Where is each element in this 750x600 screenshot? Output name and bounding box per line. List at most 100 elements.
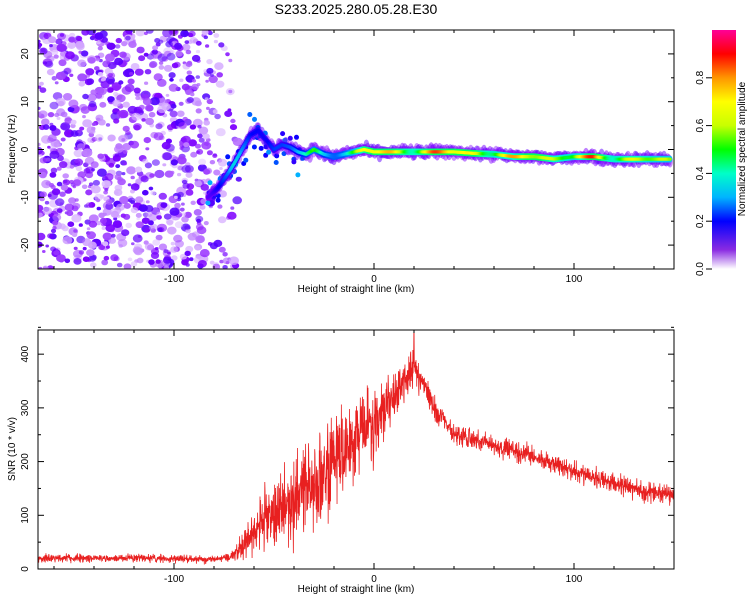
noise-cell [158, 65, 165, 70]
noise-cell [107, 134, 116, 142]
noise-cell [149, 62, 157, 69]
noise-cell [55, 198, 65, 207]
spectrogram-x-tick-label: 100 [566, 274, 583, 285]
noise-cell [170, 103, 177, 109]
ridge-scatter-cell [291, 159, 297, 165]
noise-cell [182, 182, 190, 189]
noise-cell [38, 106, 41, 110]
noise-cell [155, 259, 161, 264]
noise-cell [143, 137, 151, 144]
noise-cell [213, 33, 220, 38]
noise-cell [73, 258, 82, 265]
noise-cell [125, 130, 131, 136]
noise-cell [63, 67, 72, 75]
noise-cell [56, 108, 66, 117]
noise-cell [144, 69, 152, 75]
noise-cell [142, 158, 149, 164]
noise-cell [151, 55, 157, 60]
noise-cell [163, 249, 169, 254]
noise-cell [195, 235, 205, 244]
noise-cell [144, 227, 151, 233]
noise-cell [80, 106, 90, 114]
noise-cell [145, 30, 154, 34]
noise-cell [70, 123, 76, 129]
noise-cell [119, 51, 127, 58]
noise-cell [102, 241, 109, 247]
noise-cell [114, 221, 120, 226]
noise-cell [141, 217, 150, 224]
noise-cell [81, 30, 90, 36]
noise-cell [86, 227, 91, 231]
noise-cell [122, 69, 133, 78]
colorbar-tick-label: 0.2 [695, 214, 706, 228]
ridge-scatter-cell [273, 160, 279, 165]
noise-cell [90, 262, 97, 268]
noise-cell [212, 109, 219, 114]
noise-cell [58, 59, 67, 67]
noise-cell [163, 64, 173, 72]
ridge-scatter-cell [247, 112, 253, 117]
noise-cell [146, 211, 153, 217]
noise-cell [193, 209, 202, 216]
noise-cell [177, 172, 182, 177]
noise-cell [83, 168, 91, 174]
noise-cell [167, 251, 171, 255]
noise-cell [113, 188, 123, 196]
noise-cell [181, 259, 189, 266]
noise-cell [202, 145, 208, 149]
noise-cell [206, 106, 210, 110]
noise-cell [61, 225, 69, 232]
noise-cell [88, 214, 99, 223]
noise-cell [50, 246, 57, 252]
noise-cell [91, 168, 96, 172]
noise-cell [85, 68, 95, 76]
noise-cell [148, 186, 154, 191]
noise-cell [203, 120, 210, 126]
noise-cell [135, 30, 145, 37]
noise-cell [183, 142, 190, 148]
noise-cell [145, 117, 155, 125]
noise-cell [68, 36, 76, 43]
noise-cell [146, 105, 154, 112]
noise-cell [130, 200, 136, 205]
noise-cell [131, 242, 135, 246]
noise-cell [150, 252, 160, 259]
spectrogram-y-label: Frequency (Hz) [7, 115, 18, 184]
noise-cell [155, 123, 163, 130]
noise-cell [55, 38, 63, 45]
noise-cell [103, 190, 108, 195]
noise-cell [181, 135, 191, 144]
noise-cell [148, 259, 155, 265]
noise-cell [230, 206, 235, 210]
noise-cell [129, 72, 134, 76]
noise-cell [59, 161, 68, 169]
noise-cell [127, 78, 135, 85]
noise-cell [158, 61, 164, 65]
noise-cell [59, 191, 66, 197]
noise-cell [96, 87, 107, 96]
noise-cell [98, 119, 106, 126]
noise-cell [99, 194, 105, 199]
noise-cell [130, 183, 140, 191]
ridge-core-cell [668, 157, 672, 161]
noise-cell [52, 213, 62, 222]
noise-cell [47, 233, 54, 239]
noise-cell [121, 229, 130, 237]
noise-cell [216, 72, 223, 78]
spectrogram-y-tick-label: -10 [20, 190, 31, 205]
noise-cell [165, 93, 170, 97]
noise-cell [60, 122, 71, 131]
noise-cell [119, 196, 129, 204]
noise-cell [85, 74, 90, 78]
noise-cell [88, 182, 94, 186]
noise-cell [128, 41, 137, 48]
noise-cell [198, 158, 207, 166]
ridge-scatter-cell [258, 145, 264, 151]
noise-cell [166, 219, 174, 226]
noise-cell [122, 101, 130, 108]
noise-cell [212, 153, 217, 157]
noise-cell [165, 41, 173, 48]
noise-cell [56, 208, 63, 214]
noise-cell [185, 172, 193, 178]
noise-cell [64, 203, 75, 212]
